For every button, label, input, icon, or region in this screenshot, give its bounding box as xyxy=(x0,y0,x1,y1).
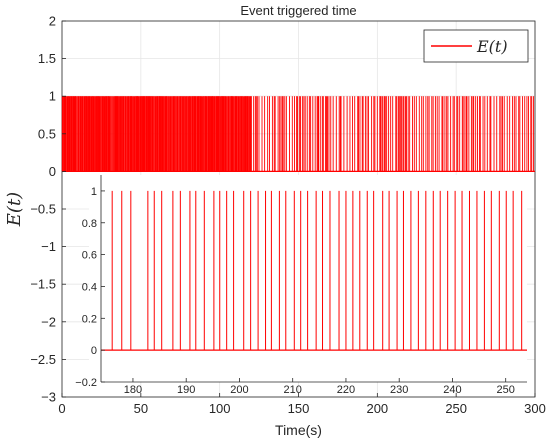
y-tick-label: −3 xyxy=(41,390,56,405)
main-series xyxy=(61,96,535,172)
inset-y-tick-label: −0.2 xyxy=(75,377,97,389)
x-tick-label: 150 xyxy=(288,401,310,416)
y-tick-label: 0 xyxy=(49,164,56,179)
x-tick-label: 0 xyxy=(58,401,65,416)
inset-y-ticks: −0.2 0 0.2 0.4 0.6 0.8 1 xyxy=(75,186,105,389)
inset-x-tick-label: 220 xyxy=(337,384,355,396)
inset-x-tick-label: 200 xyxy=(230,384,248,396)
chart-title: Event triggered time xyxy=(240,3,356,18)
inset-x-tick-label: 210 xyxy=(284,384,302,396)
y-tick-label: 1.5 xyxy=(38,51,56,66)
inset-y-tick-label: 0 xyxy=(91,345,97,357)
y-tick-label: 1 xyxy=(49,89,56,104)
inset-y-tick-label: 1 xyxy=(91,186,97,198)
inset-x-tick-label: 190 xyxy=(177,384,195,396)
x-axis-label: Time(s) xyxy=(275,422,322,438)
inset-x-tick-label: 180 xyxy=(124,384,142,396)
legend-label: E(t) xyxy=(476,37,508,56)
inset-x-ticks: 180 190 200 210 220 230 240 250 xyxy=(124,378,515,396)
main-y-ticks: −3 −2.5 −2 −1.5 −1 −0.5 0 0.5 1 1.5 2 xyxy=(30,14,66,405)
x-tick-label: 100 xyxy=(209,401,231,416)
inset-x-tick-label: 230 xyxy=(390,384,408,396)
inset-chart: 180 190 200 210 220 230 240 250 −0.2 0 0.2 0.4 0.6 0… xyxy=(75,175,527,396)
legend: E(t) xyxy=(423,29,529,63)
main-x-ticks: 0 50 100 150 200 250 300 xyxy=(58,393,546,416)
y-tick-label: 2 xyxy=(49,14,56,29)
y-tick-label: 0.5 xyxy=(38,126,56,141)
y-tick-label: −2.5 xyxy=(30,352,56,367)
inset-x-tick-label: 250 xyxy=(497,384,515,396)
inset-y-tick-label: 0.6 xyxy=(82,250,97,262)
y-tick-label: −2 xyxy=(41,314,56,329)
y-tick-label: −0.5 xyxy=(30,202,56,217)
inset-y-tick-label: 0.2 xyxy=(82,313,97,325)
y-tick-label: −1 xyxy=(41,239,56,254)
x-tick-label: 50 xyxy=(134,401,148,416)
x-tick-label: 250 xyxy=(445,401,467,416)
y-axis-label: E(t) xyxy=(4,192,25,227)
y-tick-label: −1.5 xyxy=(30,277,56,292)
x-tick-label: 200 xyxy=(366,401,388,416)
inset-y-tick-label: 0.4 xyxy=(82,281,97,293)
inset-x-tick-label: 240 xyxy=(443,384,461,396)
inset-series xyxy=(101,190,527,351)
inset-y-tick-label: 0.8 xyxy=(82,218,97,230)
x-tick-label: 300 xyxy=(524,401,546,416)
